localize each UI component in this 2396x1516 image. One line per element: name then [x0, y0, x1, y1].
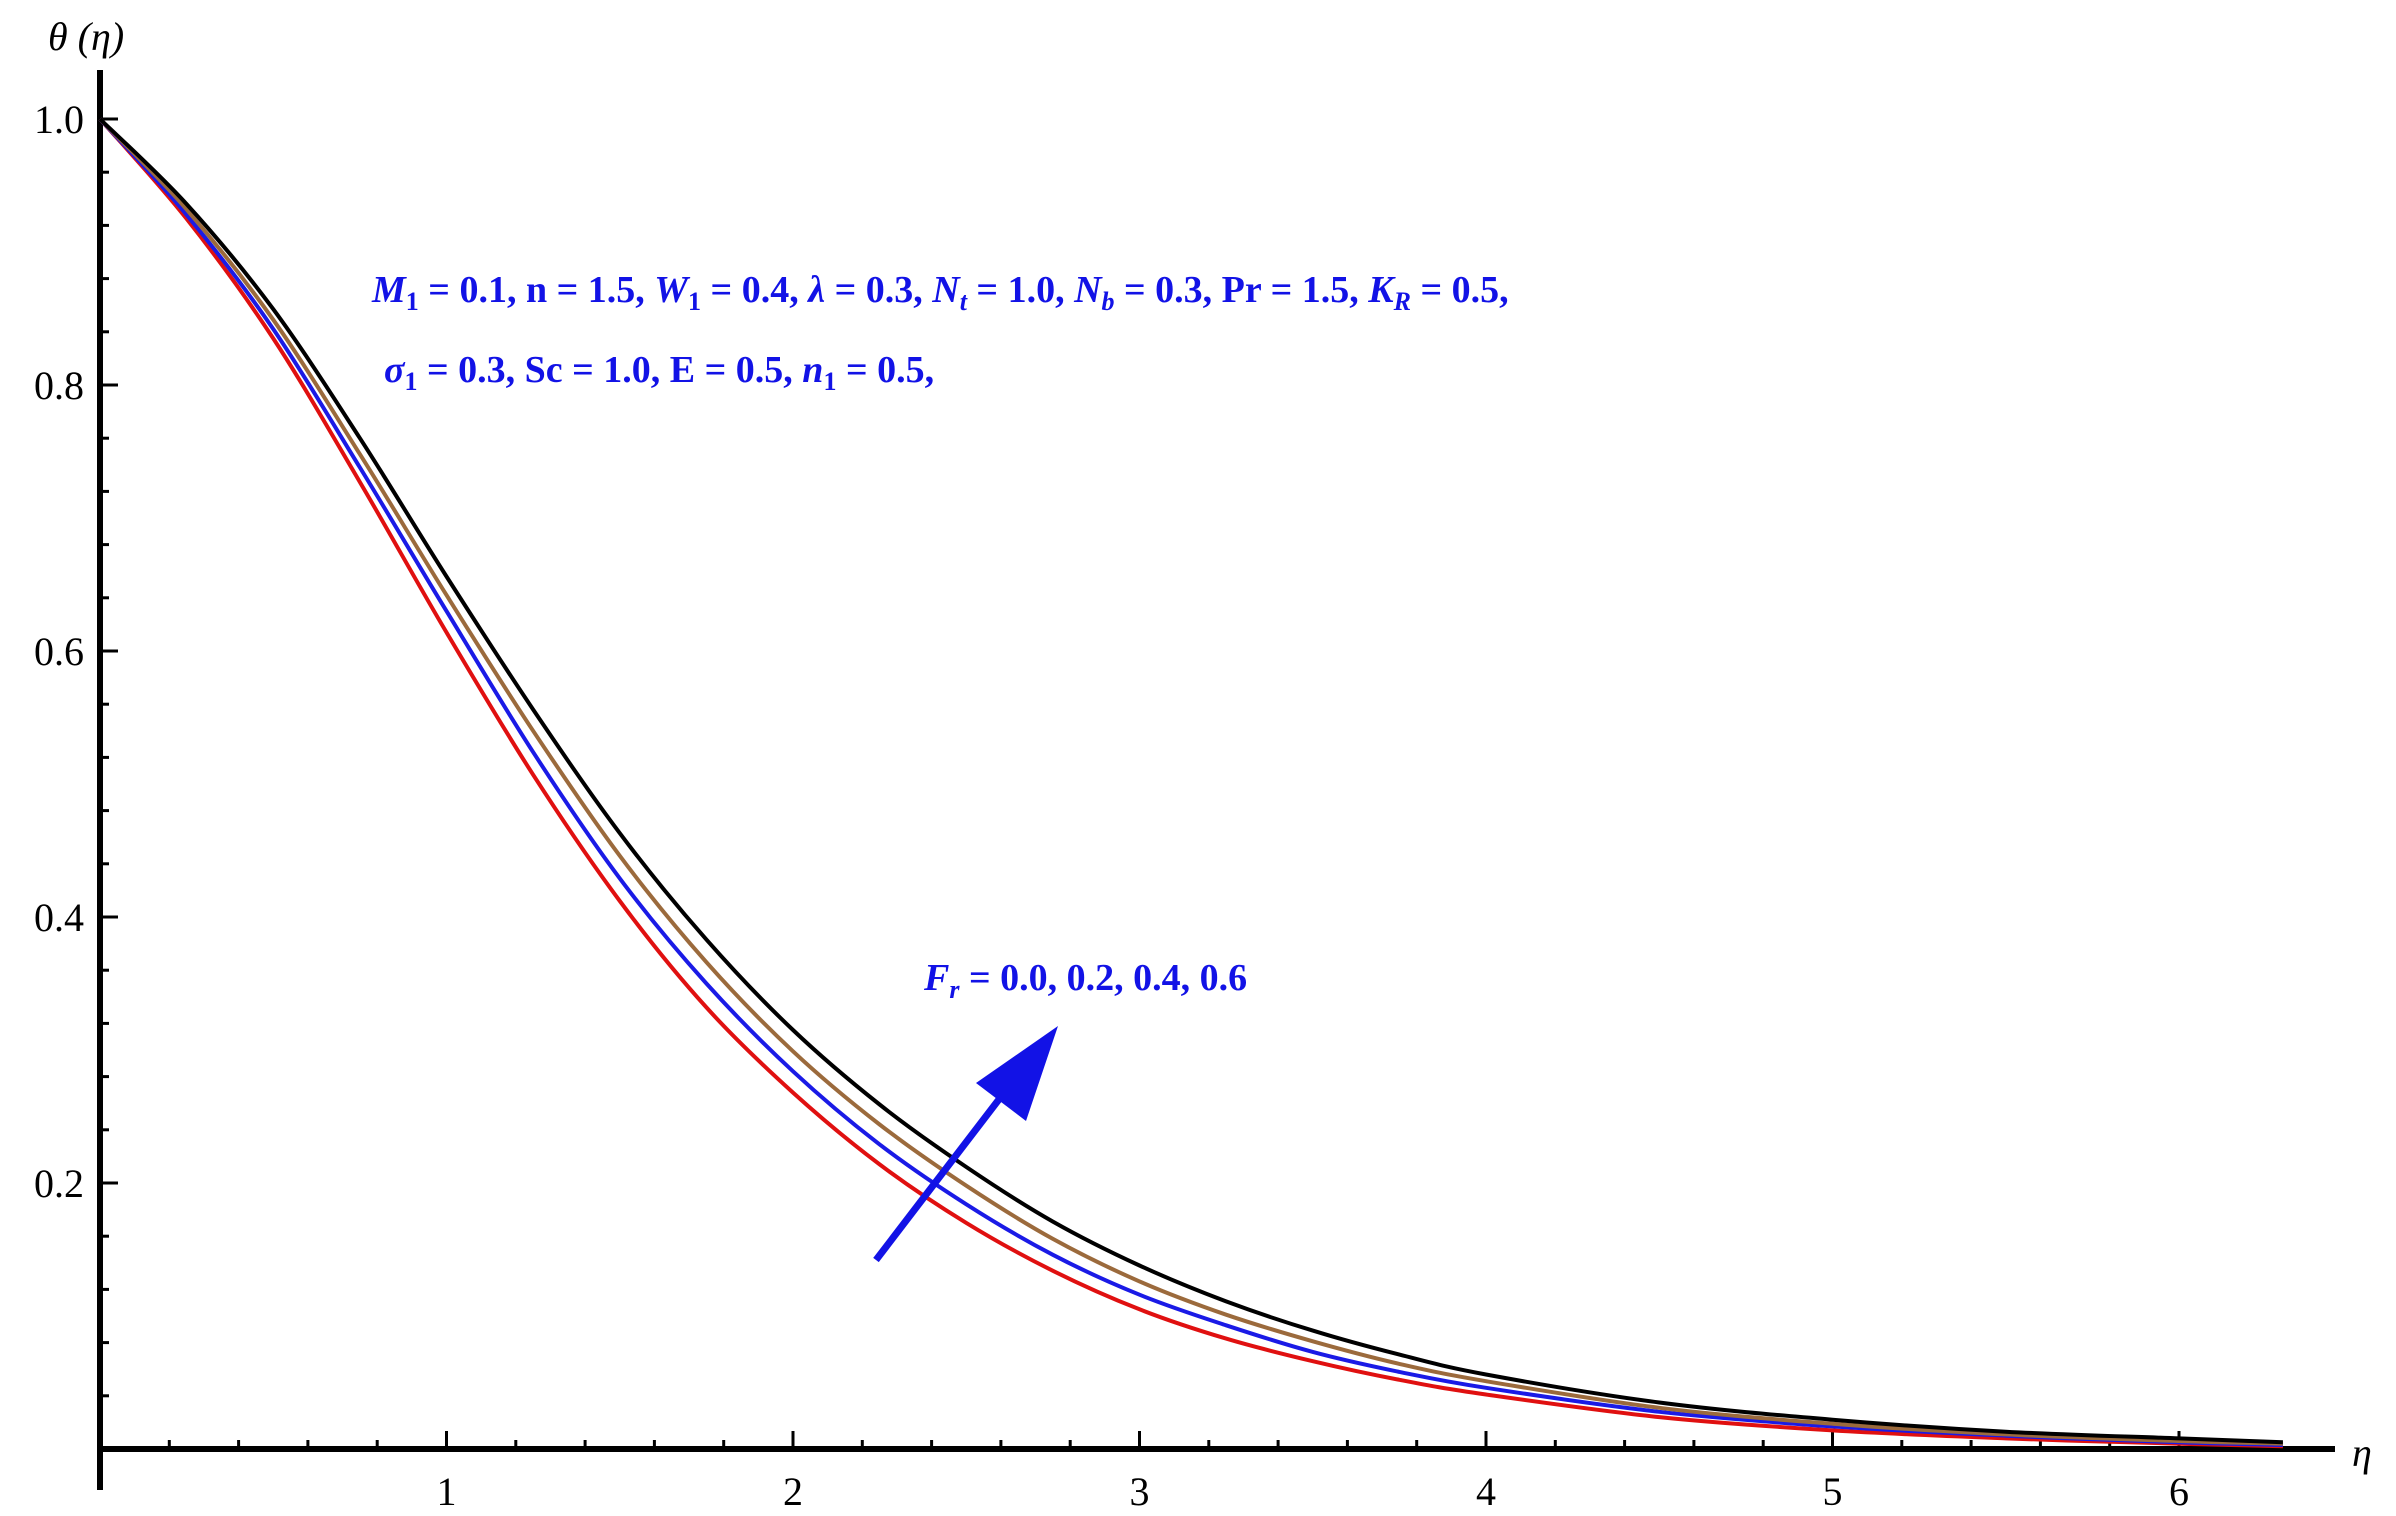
increase-arrow-icon: [873, 1026, 1058, 1263]
y-axis-label: θ (η): [48, 14, 124, 59]
y-tick-label: 0.8: [34, 363, 84, 408]
series-line-1: [98, 117, 2283, 1449]
x-tick-label: 3: [1130, 1469, 1150, 1514]
y-tick-label: 0.6: [34, 629, 84, 674]
series-group: [98, 117, 2283, 1449]
x-axis-label: η: [2352, 1430, 2372, 1475]
x-tick-label: 6: [2169, 1469, 2189, 1514]
series-line-3: [98, 117, 2283, 1446]
params-annotation-line1: M1 = 0.1, n = 1.5, W1 = 0.4, λ = 0.3, Nt…: [371, 269, 1509, 316]
params-annotation-line2: σ1 = 0.3, Sc = 1.0, E = 0.5, n1 = 0.5,: [384, 349, 934, 396]
ticks: 1 2 3 4 5 6 0.2 0.4 0.6 0.8 1.0: [34, 97, 2250, 1514]
series-line-2: [98, 117, 2283, 1447]
y-tick-label: 0.2: [34, 1161, 84, 1206]
series-line-4: [98, 117, 2283, 1445]
x-tick-label: 4: [1476, 1469, 1496, 1514]
axes: [97, 70, 2335, 1490]
y-tick-label: 1.0: [34, 97, 84, 142]
y-tick-label: 0.4: [34, 895, 84, 940]
arrow-label: Fr = 0.0, 0.2, 0.4, 0.6: [923, 957, 1247, 1004]
x-tick-label: 1: [437, 1469, 457, 1514]
x-tick-label: 5: [1823, 1469, 1843, 1514]
x-tick-label: 2: [783, 1469, 803, 1514]
